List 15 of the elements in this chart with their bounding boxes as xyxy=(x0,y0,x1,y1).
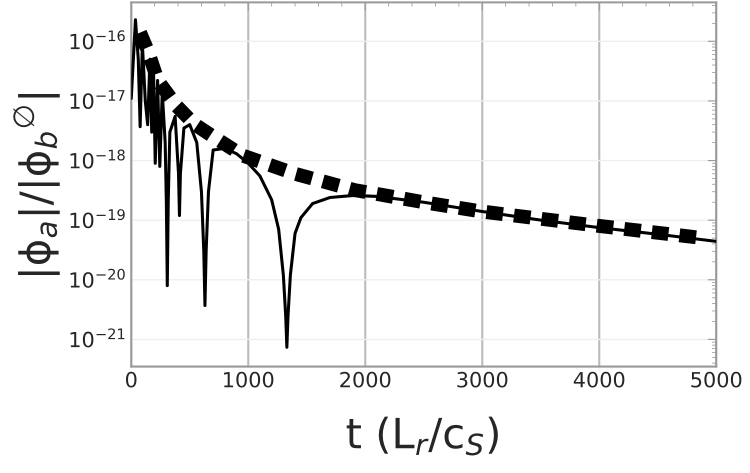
x-tick-label: 3000 xyxy=(457,372,508,388)
x-tick-label: 4000 xyxy=(574,372,624,388)
line-series xyxy=(131,18,716,349)
y-tick-label: 10$^{−17}$ xyxy=(70,90,125,109)
y-axis-title: |ϕ$_{a}$|/|ϕ$_{b}$$^{∅}$| xyxy=(13,94,60,276)
x-axis-title: t (L$_{r}$/c$_{S}$) xyxy=(346,416,498,456)
x-tick-label: 1000 xyxy=(224,372,274,388)
x-tick-label: 5000 xyxy=(691,372,742,388)
y-tick-label: 10$^{−19}$ xyxy=(70,209,125,228)
x-tick-label: 2000 xyxy=(340,372,390,388)
y-tick-label: 10$^{−20}$ xyxy=(70,268,125,288)
y-tick-label: 10$^{−16}$ xyxy=(70,30,125,50)
x-tick-label: 0 xyxy=(126,372,136,388)
y-tick-label: 10$^{−21}$ xyxy=(70,328,124,348)
y-tick-label: 10$^{−18}$ xyxy=(70,150,125,169)
